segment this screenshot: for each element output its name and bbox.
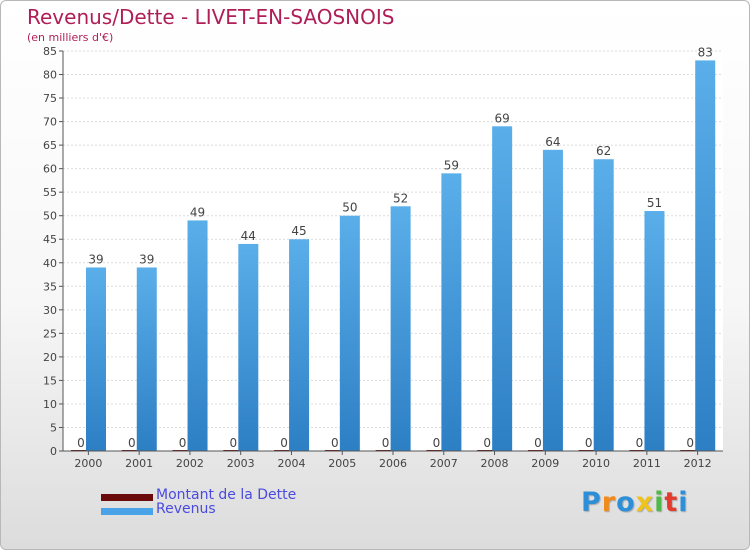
chart-subtitle: (en milliers d'€) [27, 31, 114, 44]
data-label-dette: 0 [382, 436, 390, 450]
y-tick-label: 35 [43, 280, 57, 293]
data-label-dette: 0 [483, 436, 491, 450]
y-tick-label: 75 [43, 92, 57, 105]
y-tick-label: 5 [50, 421, 57, 434]
legend-swatch-revenus [101, 508, 153, 515]
bar-revenus [187, 220, 208, 451]
y-tick-label: 60 [43, 163, 57, 176]
data-label-dette: 0 [280, 436, 288, 450]
data-label-revenus: 49 [190, 205, 205, 219]
data-label-revenus: 59 [444, 158, 459, 172]
logo-letter: P [581, 487, 602, 518]
y-tick-label: 45 [43, 233, 57, 246]
x-tick-label: 2008 [481, 457, 509, 470]
x-tick-label: 2007 [430, 457, 458, 470]
bar-revenus [390, 206, 411, 451]
data-labels: 0 39 0 39 0 49 0 44 0 45 0 50 0 52 0 59 0 69 0 64 0 62 0 51 0 83 [77, 45, 713, 450]
data-label-dette: 0 [585, 436, 593, 450]
bar-revenus [238, 243, 259, 451]
bar-revenus [339, 215, 360, 451]
data-label-revenus: 64 [545, 135, 560, 149]
legend-label-dette: Montant de la Dette [156, 487, 297, 503]
logo-letter: r [601, 487, 617, 518]
bar-revenus [593, 159, 614, 451]
y-tick-label: 25 [43, 327, 57, 340]
logo-letter: o [616, 487, 636, 518]
x-tick-label: 2006 [379, 457, 407, 470]
x-tick-label: 2012 [684, 457, 712, 470]
y-tick-label: 30 [43, 304, 57, 317]
bar-revenus [492, 126, 513, 451]
data-label-dette: 0 [686, 436, 694, 450]
y-tick-label: 10 [43, 398, 57, 411]
bar-revenus [289, 239, 310, 451]
x-tick-label: 2001 [125, 457, 153, 470]
logo-letter: t [664, 487, 679, 518]
logo-letter: x [635, 487, 655, 518]
y-tick-label: 65 [43, 139, 57, 152]
data-label-revenus: 83 [698, 45, 713, 59]
y-tick-label: 40 [43, 257, 57, 270]
data-label-dette: 0 [229, 436, 237, 450]
data-label-dette: 0 [636, 436, 644, 450]
data-label-revenus: 62 [596, 144, 611, 158]
y-tick-label: 85 [43, 45, 57, 58]
y-tick-label: 20 [43, 351, 57, 364]
data-label-revenus: 50 [342, 201, 357, 215]
proxiti-logo: Proxiti [581, 487, 689, 518]
y-tick-label: 55 [43, 186, 57, 199]
logo-letter: i [654, 487, 665, 518]
y-tick-label: 70 [43, 116, 57, 129]
x-tick-label: 2010 [582, 457, 610, 470]
bar-revenus [644, 211, 665, 451]
x-axis-ticks: 2000 2001 2002 2003 2004 2005 2006 2007 2008 2009… [74, 451, 712, 470]
data-label-dette: 0 [77, 436, 85, 450]
x-tick-label: 2000 [74, 457, 102, 470]
y-tick-label: 15 [43, 374, 57, 387]
data-label-revenus: 69 [495, 111, 510, 125]
data-label-dette: 0 [534, 436, 542, 450]
data-label-revenus: 39 [88, 252, 103, 266]
y-tick-label: 50 [43, 210, 57, 223]
legend-swatch-dette [101, 494, 153, 501]
y-axis-ticks: 0 5 10 15 20 25 30 35 40 45 50 55 60 65 70 75 80 85 [43, 45, 63, 458]
x-tick-label: 2011 [633, 457, 661, 470]
data-label-dette: 0 [179, 436, 187, 450]
y-tick-label: 80 [43, 69, 57, 82]
data-label-dette: 0 [128, 436, 136, 450]
data-label-revenus: 44 [241, 229, 256, 243]
bar-revenus [136, 267, 157, 451]
data-label-dette: 0 [331, 436, 339, 450]
x-tick-label: 2002 [176, 457, 204, 470]
logo-letter: i [678, 487, 689, 518]
chart-title: Revenus/Dette - LIVET-EN-SAOSNOIS [27, 5, 395, 29]
x-tick-label: 2003 [227, 457, 255, 470]
data-label-dette: 0 [433, 436, 441, 450]
data-label-revenus: 39 [139, 252, 154, 266]
x-tick-label: 2004 [277, 457, 305, 470]
data-label-revenus: 52 [393, 191, 408, 205]
x-tick-label: 2009 [531, 457, 559, 470]
bar-revenus [441, 173, 462, 451]
bar-revenus [86, 267, 106, 451]
legend-label-revenus: Revenus [156, 501, 216, 517]
x-tick-label: 2005 [328, 457, 356, 470]
bar-revenus [542, 149, 563, 451]
y-tick-label: 0 [50, 445, 57, 458]
data-label-revenus: 51 [647, 196, 662, 210]
bars [71, 60, 716, 451]
data-label-revenus: 45 [291, 224, 306, 238]
bar-revenus [695, 60, 716, 451]
